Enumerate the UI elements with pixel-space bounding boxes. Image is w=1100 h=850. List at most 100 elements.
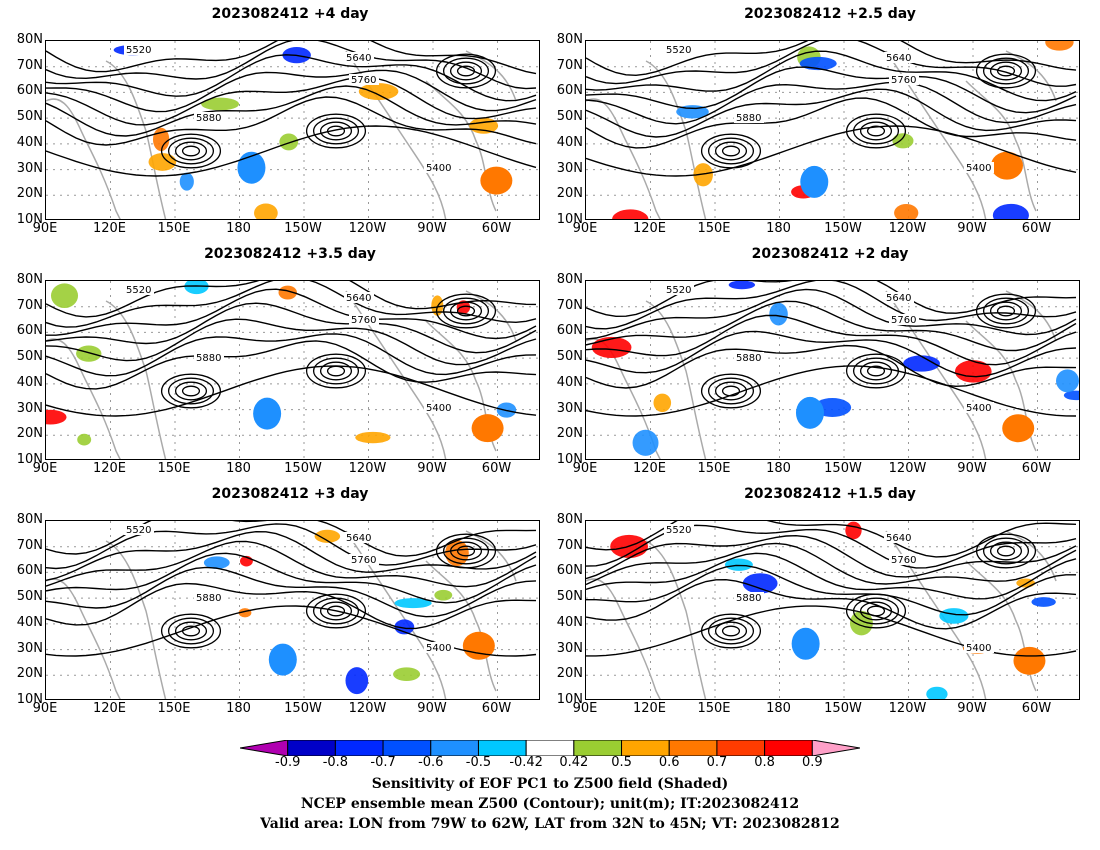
map-panel-3: 5520 5640 5760 5880 5400 [45,280,540,460]
lon-tick-label: 90W [417,701,447,716]
lat-tick-label: 40N [16,374,43,390]
sensitivity-shading [791,627,820,660]
colorbar-tick-label: -0.5 [465,755,492,770]
height-contour [721,145,741,157]
lon-tick-label: 150W [824,221,862,236]
sensitivity-shading [148,153,177,171]
caption-line-3: Valid area: LON from 79W to 62W, LAT fro… [260,816,840,832]
sensitivity-shading [926,686,948,699]
contour-label: 5640 [886,533,911,544]
sensitivity-shading [724,558,753,571]
colorbar-arrow-left [240,740,289,756]
lat-tick-label: 40N [16,134,43,150]
contour-label: 5880 [736,593,761,604]
colorbar-segment [477,740,527,756]
lat-tick-label: 60N [16,323,43,339]
sensitivity-shading [77,433,92,446]
contour-label-bg [424,402,454,413]
lon-tick-label: 90E [32,461,58,476]
height-contour [46,540,537,588]
contour-label-bg [349,314,379,325]
height-contour [586,66,1077,114]
panel-title-6: 2023082412 +1.5 day [744,486,916,502]
lon-tick-label: 120W [348,701,387,716]
height-contour [989,301,1023,321]
contour-label: 5880 [196,353,221,364]
sensitivity-shading [1031,597,1056,607]
colorbar-tick-label: 0.6 [658,755,680,770]
contour-label-bg [884,292,914,303]
lon-tick-label: 120E [92,701,127,716]
lat-tick-label: 20N [16,186,43,202]
height-contour [174,621,208,641]
height-contour [996,305,1016,317]
lon-tick-label: 90E [32,701,58,716]
contour-label-bg [344,292,374,303]
contour-label: 5640 [346,293,371,304]
lat-tick-label: 30N [16,400,43,416]
sensitivity-shading [278,285,297,300]
map-panel-2: 5520 5640 5760 5880 5400 [585,40,1080,220]
lon-tick-label: 90E [572,461,598,476]
contour-label-bg [349,554,379,565]
colorbar-segment [430,740,479,756]
lat-tick-label: 60N [556,563,583,579]
sensitivity-shading [990,151,1023,180]
contour-label: 5400 [966,163,991,174]
lon-tick-label: 60W [1021,461,1052,476]
height-contour [46,605,537,657]
height-contour [586,125,1077,177]
lon-tick-label: 60W [481,701,512,716]
height-contour [845,593,907,629]
height-contour [305,353,367,389]
height-contour [586,50,1077,102]
height-contour [435,293,497,329]
height-contour [326,605,346,617]
colorbar-tick-label: -0.9 [275,755,301,770]
height-contour [174,141,208,161]
sensitivity-shading [203,556,230,570]
height-contour [312,357,360,385]
height-contour [46,281,537,328]
height-contour [46,96,537,146]
lat-tick-label: 70N [556,57,583,73]
contour-label-bg [344,52,374,63]
sensitivity-shading [992,203,1029,219]
height-contour [866,365,886,377]
height-contour [586,314,1077,366]
sensitivity-shading [1063,390,1079,401]
colorbar-tick-label: -0.8 [322,755,349,770]
lat-tick-label: 70N [16,57,43,73]
colorbar-tick-label: 0.9 [801,755,823,770]
height-contour [996,65,1016,77]
sensitivity-shading [894,203,919,219]
lon-tick-label: 150E [697,461,731,476]
contour-label-bg [889,74,919,85]
contour-label: 5760 [891,555,916,566]
height-contour [456,545,476,557]
lat-tick-label: 60N [16,563,43,579]
lon-tick-label: 60W [1021,221,1052,236]
contour-label: 5760 [351,555,376,566]
lon-tick-label: 120E [632,701,667,716]
sensitivity-shading [462,631,495,660]
lat-tick-label: 10N [16,212,43,227]
panel-title-1: 2023082412 +4 day [211,6,369,22]
sensitivity-shading [355,431,391,444]
lon-tick-label: 90W [417,461,447,476]
sensitivity-shading [1013,646,1046,675]
lat-tick-label: 50N [556,109,583,125]
sensitivity-shading [632,429,659,456]
colorbar-tick-label: 0.8 [754,755,775,770]
lat-tick-label: 80N [16,32,43,47]
panel-title-5: 2023082412 +3 day [211,486,369,502]
map-plot-1: 5520 5640 5760 5880 5400 [46,41,539,219]
coastline [586,578,661,699]
lat-tick-label: 20N [556,666,583,682]
sensitivity-shading [1045,41,1074,51]
contour-label: 5520 [666,45,691,56]
height-contour [852,357,900,385]
height-contour [700,373,762,409]
lon-tick-label: 150W [284,221,322,236]
lon-tick-label: 90E [572,701,598,716]
